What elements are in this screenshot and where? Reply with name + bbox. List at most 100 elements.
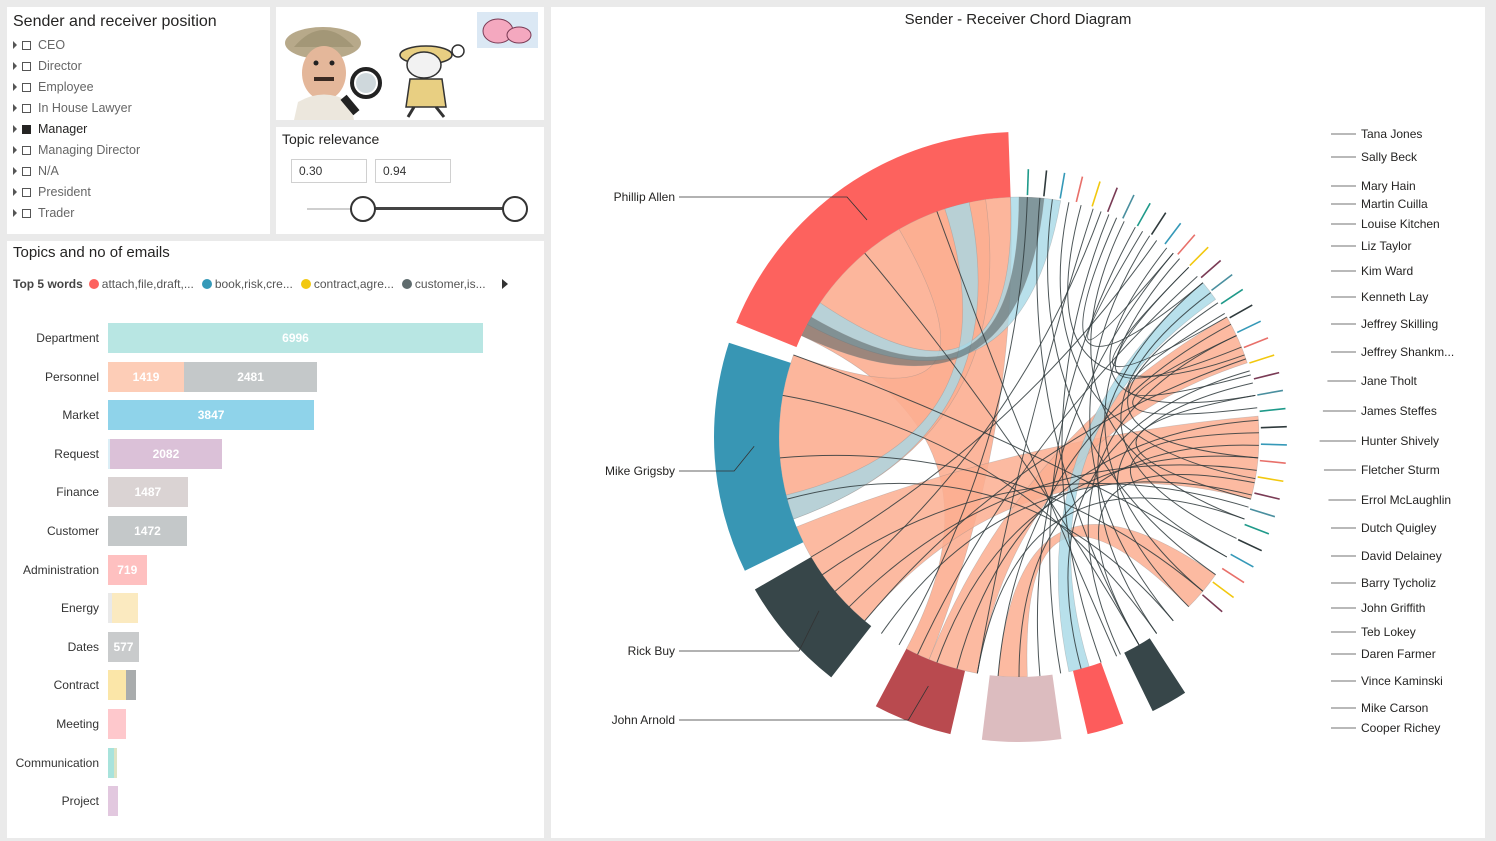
legend-item[interactable]: customer,is... [401, 277, 486, 291]
bar-segment[interactable] [114, 747, 117, 778]
node-tick [1136, 202, 1151, 227]
expand-icon[interactable] [13, 188, 17, 196]
chord-line [1114, 266, 1242, 379]
legend-item[interactable]: contract,agre... [300, 277, 394, 291]
node-tick [1244, 523, 1270, 535]
slicer-item[interactable]: Manager [13, 119, 87, 139]
category-label: Energy [60, 601, 99, 616]
chord-line [976, 497, 1245, 674]
bar-segment[interactable] [125, 670, 136, 701]
legend-label: contract,agre... [313, 277, 394, 291]
node-arc-phillip-allen [736, 132, 1011, 348]
chord-line [997, 323, 1232, 677]
checkbox[interactable] [22, 187, 31, 197]
bar-segment[interactable]: 6996 [108, 323, 483, 353]
chord-line [976, 208, 1094, 674]
expand-icon[interactable] [13, 209, 17, 217]
node-tick [1230, 553, 1254, 568]
checkbox[interactable] [22, 40, 31, 50]
expand-icon[interactable] [13, 83, 17, 91]
node-label: David Delainey [1361, 549, 1442, 563]
expand-icon[interactable] [13, 41, 17, 49]
topics-legend: Top 5 words attach,file,draft,... book,ri… [13, 277, 508, 291]
chord-diagram-panel: Sender - Receiver Chord Diagram Phillip … [551, 7, 1485, 838]
node-tick [1221, 567, 1245, 584]
chord-line [1036, 252, 1174, 677]
node-tick [1150, 212, 1167, 235]
expand-icon[interactable] [13, 62, 17, 70]
slicer-item[interactable]: N/A [13, 161, 59, 181]
legend-label: book,risk,cre... [214, 277, 293, 291]
slicer-item[interactable]: CEO [13, 35, 65, 55]
bar-segment[interactable] [108, 593, 113, 624]
node-label: Rick Buy [628, 644, 675, 658]
topics-chart-title: Topics and no of emails [13, 244, 170, 261]
category-label: Market [62, 408, 99, 423]
slicer-item[interactable]: In House Lawyer [13, 98, 132, 118]
chord-line [1104, 258, 1204, 592]
leader-line [679, 445, 755, 472]
bar-segment[interactable]: 577 [108, 631, 139, 662]
node-label: Kenneth Lay [1361, 290, 1428, 304]
bar-segment[interactable] [112, 593, 138, 624]
node-label: Jeffrey Skilling [1361, 317, 1438, 331]
chord-line [1067, 370, 1250, 669]
legend-next-arrow-icon[interactable] [501, 279, 508, 289]
bar-segment[interactable]: 1487 [108, 477, 188, 508]
bar-segment[interactable] [108, 747, 115, 778]
node-arc [1072, 662, 1124, 735]
chord-line [1127, 312, 1251, 397]
bar-segment[interactable]: 2481 [184, 361, 318, 392]
bar-segment[interactable]: 3847 [108, 400, 315, 431]
chord-line [1109, 247, 1256, 404]
legend-item[interactable]: attach,file,draft,... [88, 277, 194, 291]
slicer-item[interactable]: Trader [13, 203, 74, 223]
node-label: Louise Kitchen [1361, 217, 1440, 231]
bar-segment[interactable]: 719 [108, 554, 147, 585]
checkbox[interactable] [22, 124, 31, 134]
bar-segment[interactable] [108, 786, 118, 817]
node-label: Teb Lokey [1361, 625, 1416, 639]
chord-line [936, 455, 1259, 663]
node-arc-john-arnold [875, 648, 966, 735]
bar-segment[interactable] [108, 438, 111, 469]
slider-max-handle[interactable] [502, 196, 528, 222]
legend-label: attach,file,draft,... [101, 277, 194, 291]
checkbox[interactable] [22, 82, 31, 92]
node-tick [1106, 187, 1118, 213]
bar-segment[interactable]: 1472 [108, 516, 187, 546]
slicer-item-label: Trader [38, 206, 75, 220]
node-tick [1059, 172, 1066, 199]
legend-dot [401, 279, 412, 289]
bar-segment[interactable]: 2082 [110, 438, 222, 469]
node-tick [1249, 508, 1276, 518]
relevance-max-input[interactable]: 0.94 [375, 159, 451, 183]
checkbox[interactable] [22, 61, 31, 71]
slicer-item[interactable]: Managing Director [13, 140, 140, 160]
bar-segment[interactable] [108, 670, 126, 701]
node-label: Jeffrey Shankm... [1361, 345, 1454, 359]
slicer-item[interactable]: Employee [13, 77, 94, 97]
bar-segment[interactable] [108, 709, 126, 739]
node-label: James Steffes [1361, 404, 1437, 418]
expand-icon[interactable] [13, 167, 17, 175]
slicer-item[interactable]: President [13, 182, 91, 202]
chord-line [793, 354, 1228, 558]
expand-icon[interactable] [13, 104, 17, 112]
node-tick [1254, 492, 1280, 500]
legend-item[interactable]: book,risk,cre... [201, 277, 293, 291]
slicer-item[interactable]: Director [13, 56, 82, 76]
node-tick [1026, 169, 1030, 196]
checkbox[interactable] [22, 166, 31, 176]
checkbox[interactable] [22, 103, 31, 113]
slicer-item-label: CEO [38, 38, 66, 52]
checkbox[interactable] [22, 145, 31, 155]
bar-segment[interactable]: 1419 [108, 361, 185, 392]
relevance-min-input[interactable]: 0.30 [291, 159, 367, 183]
node-label: Mike Carson [1361, 701, 1428, 715]
expand-icon[interactable] [13, 146, 17, 154]
topic-relevance-title: Topic relevance [282, 131, 380, 147]
slider-min-handle[interactable] [350, 196, 376, 222]
checkbox[interactable] [22, 208, 31, 218]
expand-icon[interactable] [13, 125, 17, 133]
